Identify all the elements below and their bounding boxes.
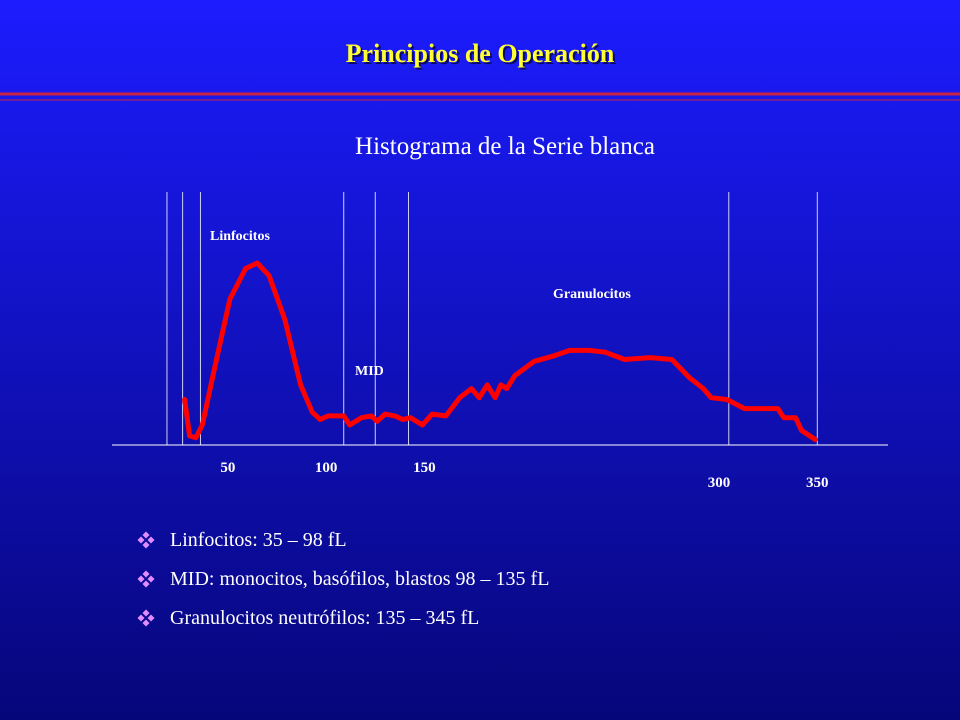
bullet-icon (142, 541, 150, 549)
x-tick-label: 300 (708, 475, 731, 491)
bullet-icon (137, 614, 145, 622)
bullet-icon (142, 531, 150, 539)
bullet-text: MID: monocitos, basófilos, blastos 98 – … (170, 568, 549, 590)
bullet-icon (147, 575, 155, 583)
bullet-icon (142, 580, 150, 588)
annotation: Linfocitos (210, 229, 270, 244)
bullet-icon (142, 609, 150, 617)
chart-title: Histograma de la Serie blanca (355, 133, 655, 160)
bullet-icon (142, 619, 150, 627)
bullet-icon (137, 536, 145, 544)
bullet-list: Linfocitos: 35 – 98 fL MID: monocitos, ba… (137, 529, 549, 629)
bullet-icon (137, 575, 145, 583)
annotation: Granulocitos (553, 287, 631, 302)
histogram-curve (182, 260, 818, 442)
x-tick-label: 50 (220, 460, 235, 476)
annotation: MID (355, 364, 384, 379)
bullet-icon (147, 614, 155, 622)
bullet-text: Granulocitos neutrófilos: 135 – 345 fL (170, 607, 479, 629)
x-tick-label: 150 (413, 460, 436, 476)
x-tick-label: 350 (806, 475, 829, 491)
bullet-icon (142, 570, 150, 578)
bullet-icon (147, 536, 155, 544)
title-shadow: Principios de Operación (348, 41, 617, 70)
bullet-text: Linfocitos: 35 – 98 fL (170, 529, 347, 551)
slide-title: Principios de Operación (346, 39, 615, 68)
x-tick-label: 100 (315, 460, 338, 476)
